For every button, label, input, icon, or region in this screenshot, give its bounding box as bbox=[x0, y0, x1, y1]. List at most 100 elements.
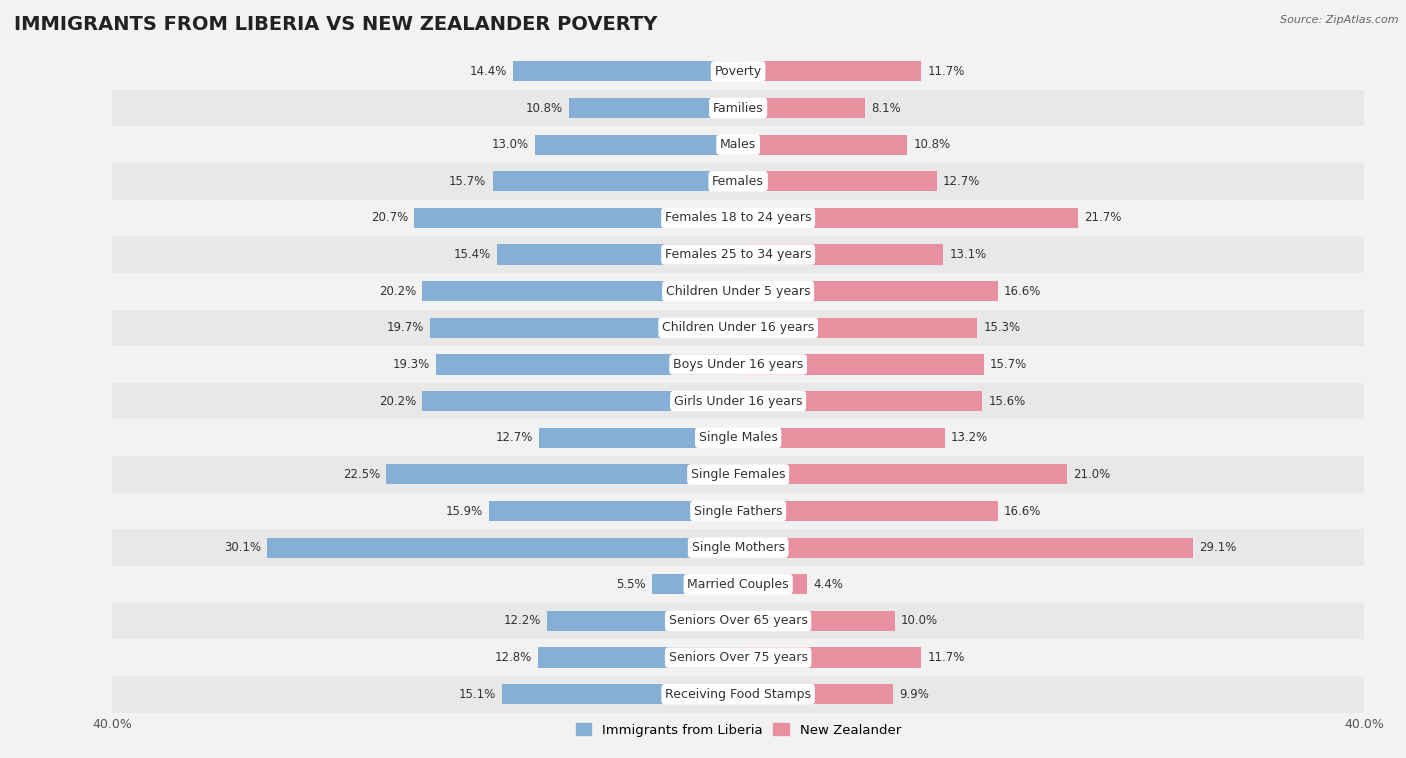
Text: 14.4%: 14.4% bbox=[470, 65, 506, 78]
Text: 22.5%: 22.5% bbox=[343, 468, 380, 481]
Bar bbox=[738, 281, 998, 301]
Text: Boys Under 16 years: Boys Under 16 years bbox=[673, 358, 803, 371]
Bar bbox=[112, 603, 1364, 639]
Text: IMMIGRANTS FROM LIBERIA VS NEW ZEALANDER POVERTY: IMMIGRANTS FROM LIBERIA VS NEW ZEALANDER… bbox=[14, 15, 658, 34]
Bar bbox=[738, 391, 983, 411]
Text: 13.1%: 13.1% bbox=[949, 248, 987, 261]
Text: 8.1%: 8.1% bbox=[872, 102, 901, 114]
Bar bbox=[498, 245, 738, 265]
Bar bbox=[112, 456, 1364, 493]
Text: 12.7%: 12.7% bbox=[943, 175, 980, 188]
Text: 11.7%: 11.7% bbox=[928, 651, 965, 664]
Text: 16.6%: 16.6% bbox=[1004, 505, 1042, 518]
Text: Females: Females bbox=[713, 175, 763, 188]
Bar bbox=[738, 245, 943, 265]
Text: Girls Under 16 years: Girls Under 16 years bbox=[673, 395, 803, 408]
Bar bbox=[112, 566, 1364, 603]
Bar bbox=[112, 383, 1364, 419]
Text: 4.4%: 4.4% bbox=[813, 578, 844, 590]
Bar bbox=[738, 355, 984, 374]
Text: Children Under 16 years: Children Under 16 years bbox=[662, 321, 814, 334]
Text: Seniors Over 75 years: Seniors Over 75 years bbox=[669, 651, 807, 664]
Bar bbox=[112, 493, 1364, 529]
Bar bbox=[112, 529, 1364, 566]
Bar bbox=[436, 355, 738, 374]
Text: Families: Families bbox=[713, 102, 763, 114]
Bar bbox=[738, 318, 977, 338]
Bar bbox=[112, 163, 1364, 199]
Text: Females 25 to 34 years: Females 25 to 34 years bbox=[665, 248, 811, 261]
Text: 20.7%: 20.7% bbox=[371, 211, 408, 224]
Text: Seniors Over 65 years: Seniors Over 65 years bbox=[669, 615, 807, 628]
Text: 12.8%: 12.8% bbox=[495, 651, 531, 664]
Text: Poverty: Poverty bbox=[714, 65, 762, 78]
Text: 12.2%: 12.2% bbox=[503, 615, 541, 628]
Text: 12.7%: 12.7% bbox=[496, 431, 533, 444]
Bar bbox=[534, 135, 738, 155]
Text: 29.1%: 29.1% bbox=[1199, 541, 1237, 554]
Bar bbox=[112, 236, 1364, 273]
Bar bbox=[738, 647, 921, 668]
Text: 15.7%: 15.7% bbox=[449, 175, 486, 188]
Text: Females 18 to 24 years: Females 18 to 24 years bbox=[665, 211, 811, 224]
Bar bbox=[112, 309, 1364, 346]
Text: 15.7%: 15.7% bbox=[990, 358, 1028, 371]
Text: 15.9%: 15.9% bbox=[446, 505, 484, 518]
Text: 9.9%: 9.9% bbox=[900, 688, 929, 700]
Bar bbox=[112, 273, 1364, 309]
Text: Single Fathers: Single Fathers bbox=[695, 505, 782, 518]
Text: 15.6%: 15.6% bbox=[988, 395, 1025, 408]
Bar bbox=[540, 428, 738, 448]
Text: 10.8%: 10.8% bbox=[914, 138, 950, 151]
Bar bbox=[738, 428, 945, 448]
Bar bbox=[738, 208, 1077, 228]
Bar bbox=[538, 647, 738, 668]
Bar bbox=[652, 575, 738, 594]
Bar bbox=[738, 61, 921, 81]
Bar bbox=[430, 318, 738, 338]
Text: 19.7%: 19.7% bbox=[387, 321, 423, 334]
Bar bbox=[112, 639, 1364, 676]
Bar bbox=[112, 676, 1364, 713]
Bar bbox=[415, 208, 738, 228]
Text: 10.8%: 10.8% bbox=[526, 102, 562, 114]
Text: 30.1%: 30.1% bbox=[224, 541, 262, 554]
Bar bbox=[738, 171, 936, 191]
Bar bbox=[502, 684, 738, 704]
Text: Males: Males bbox=[720, 138, 756, 151]
Text: Children Under 5 years: Children Under 5 years bbox=[666, 285, 810, 298]
Text: 21.7%: 21.7% bbox=[1084, 211, 1121, 224]
Text: 5.5%: 5.5% bbox=[616, 578, 645, 590]
Text: 16.6%: 16.6% bbox=[1004, 285, 1042, 298]
Bar bbox=[422, 391, 738, 411]
Bar bbox=[489, 501, 738, 521]
Text: Receiving Food Stamps: Receiving Food Stamps bbox=[665, 688, 811, 700]
Bar bbox=[547, 611, 738, 631]
Bar bbox=[112, 419, 1364, 456]
Text: 20.2%: 20.2% bbox=[378, 395, 416, 408]
Text: 11.7%: 11.7% bbox=[928, 65, 965, 78]
Text: 10.0%: 10.0% bbox=[901, 615, 938, 628]
Bar bbox=[112, 89, 1364, 127]
Text: 19.3%: 19.3% bbox=[392, 358, 430, 371]
Bar bbox=[738, 575, 807, 594]
Bar bbox=[112, 53, 1364, 89]
Text: 15.1%: 15.1% bbox=[458, 688, 496, 700]
Text: Single Males: Single Males bbox=[699, 431, 778, 444]
Text: Married Couples: Married Couples bbox=[688, 578, 789, 590]
Bar bbox=[738, 611, 894, 631]
Bar bbox=[738, 501, 998, 521]
Bar bbox=[422, 281, 738, 301]
Bar bbox=[738, 684, 893, 704]
Bar bbox=[112, 199, 1364, 236]
Text: 13.2%: 13.2% bbox=[950, 431, 988, 444]
Bar bbox=[267, 537, 738, 558]
Bar bbox=[513, 61, 738, 81]
Text: 20.2%: 20.2% bbox=[378, 285, 416, 298]
Text: Source: ZipAtlas.com: Source: ZipAtlas.com bbox=[1281, 15, 1399, 25]
Bar bbox=[738, 135, 907, 155]
Text: 21.0%: 21.0% bbox=[1073, 468, 1111, 481]
Bar bbox=[738, 98, 865, 118]
Bar bbox=[387, 465, 738, 484]
Bar bbox=[738, 465, 1067, 484]
